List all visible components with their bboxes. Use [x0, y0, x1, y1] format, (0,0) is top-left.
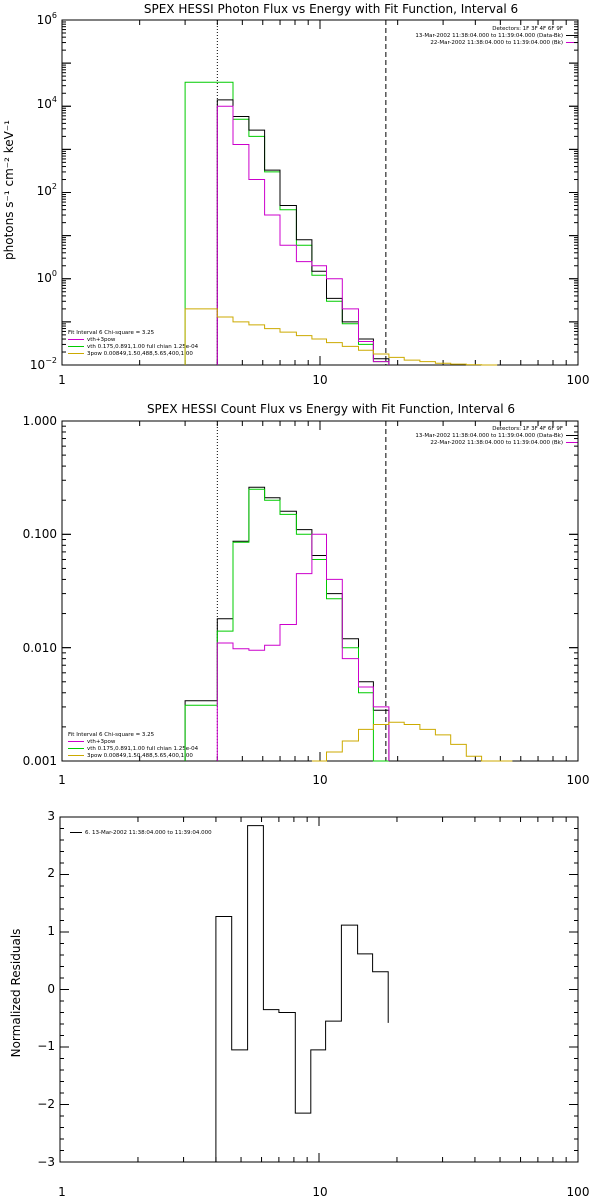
residuals-ylabel: Normalized Residuals: [9, 929, 23, 1058]
residuals-xtick-labels: 1 10 100: [58, 1185, 589, 1199]
photon-flux-xtick-10: 10: [312, 373, 327, 387]
count-flux-xtick-100: 100: [567, 773, 590, 787]
residuals-xtick-100: 100: [567, 1185, 590, 1199]
photon-flux-series-3: [184, 308, 498, 366]
photon-flux-series-1: [216, 99, 390, 365]
photon-flux-ytick-labels: 10−2 100 102 104 106: [30, 11, 57, 372]
residuals-xtick-10: 10: [312, 1185, 327, 1199]
residuals-xtick-1: 1: [58, 1185, 66, 1199]
residuals-ytick-3: 3: [47, 809, 55, 823]
axis-frames: [59, 19, 579, 1163]
count-flux-ytick-0.010: 0.010: [23, 641, 57, 655]
count-flux-legend-topright: Detectors: 1F 3F 4F 6F 9F 13-Mar-2002 11…: [415, 426, 578, 446]
photon-flux-legend-fit-interval: Fit Interval 6 Chi-square = 3.25: [68, 330, 155, 336]
residuals-panel: Normalized Residuals 1 10 100 −3 −2 −1 0…: [9, 809, 589, 1199]
residuals-legend-text: 6. 13-Mar-2002 11:38:04.000 to 11:39:04.…: [85, 830, 212, 836]
count-flux-series-1: [184, 488, 389, 762]
photon-flux-ytick-1e4: 104: [37, 95, 57, 111]
photon-flux-legend-topright: Detectors: 1F 3F 4F 6F 9F 13-Mar-2002 11…: [415, 26, 578, 46]
count-flux-ytick-1.000: 1.000: [23, 414, 57, 428]
count-flux-legend-fit-interval: Fit Interval 6 Chi-square = 3.25: [68, 732, 155, 738]
residuals-ytick-1: 1: [47, 924, 55, 938]
photon-flux-xtick-100: 100: [567, 373, 590, 387]
count-flux-xtick-labels: 1 10 100: [58, 773, 589, 787]
residuals-frame: [59, 816, 579, 1163]
photon-flux-legend-vth3pow: vth+3pow: [87, 337, 116, 343]
photon-flux-ytick-1e-2: 10−2: [30, 356, 57, 372]
count-flux-xtick-10: 10: [312, 773, 327, 787]
photon-flux-legend-3pow: 3pow 0.00849,1.50,488,5.65,400,1.00: [87, 351, 193, 357]
count-flux-legend-fit: Fit Interval 6 Chi-square = 3.25 vth+3po…: [68, 732, 199, 759]
photon-flux-frame: [61, 19, 579, 366]
photon-flux-legend-data: 13-Mar-2002 11:38:04.000 to 11:39:04.000…: [415, 33, 563, 39]
photon-flux-ytick-1e6: 106: [37, 11, 57, 27]
photon-flux-ytick-1e2: 102: [37, 182, 57, 198]
residuals-legend: 6. 13-Mar-2002 11:38:04.000 to 11:39:04.…: [70, 830, 212, 836]
count-flux-ytick-labels: 0.001 0.010 0.100 1.000: [23, 414, 57, 768]
count-flux-legend-bk: 22-Mar-2002 11:38:04.000 to 11:39:04.000…: [430, 440, 563, 446]
count-flux-legend-data: 13-Mar-2002 11:38:04.000 to 11:39:04.000…: [415, 433, 563, 439]
count-flux-xtick-1: 1: [58, 773, 66, 787]
chart-marks: [184, 20, 513, 1162]
count-flux-legend-vth: vth 0.175,0.891,1.00 full chian 1.25e-04: [87, 746, 199, 752]
count-flux-legend-detectors: Detectors: 1F 3F 4F 6F 9F: [492, 426, 563, 432]
photon-flux-legend-fit: Fit Interval 6 Chi-square = 3.25 vth+3po…: [68, 330, 199, 357]
residuals-ytick-0: 0: [47, 982, 55, 996]
photon-flux-ytick-1e0: 100: [37, 269, 57, 285]
count-flux-ytick-0.100: 0.100: [23, 527, 57, 541]
count-flux-frame: [61, 420, 579, 762]
residuals-ytick-labels: −3 −2 −1 0 1 2 3: [37, 809, 55, 1169]
photon-flux-xtick-1: 1: [58, 373, 66, 387]
residuals-ytick-minus1: −1: [37, 1039, 55, 1053]
photon-flux-ylabel: photons s⁻¹ cm⁻² keV⁻¹: [2, 120, 16, 260]
residuals-ytick-minus2: −2: [37, 1097, 55, 1111]
residuals-series-0: [215, 825, 389, 1162]
count-flux-series-2: [216, 533, 390, 761]
photon-flux-legend-detectors: Detectors: 1F 3F 4F 6F 9F: [492, 26, 563, 32]
photon-flux-panel: SPEX HESSI Photon Flux vs Energy with Fi…: [2, 2, 589, 387]
photon-flux-legend-bk: 22-Mar-2002 11:38:04.000 to 11:39:04.000…: [430, 40, 563, 46]
photon-flux-series-2: [216, 105, 390, 365]
count-flux-legend-vth3pow: vth+3pow: [87, 739, 116, 745]
residuals-ytick-2: 2: [47, 866, 55, 880]
photon-flux-title: SPEX HESSI Photon Flux vs Energy with Fi…: [144, 2, 518, 16]
count-flux-panel: SPEX HESSI Count Flux vs Energy with Fit…: [23, 402, 590, 787]
photon-flux-legend-vth: vth 0.175,0.891,1.00 full chian 1.25e-04: [87, 344, 199, 350]
count-flux-ytick-0.001: 0.001: [23, 754, 57, 768]
residuals-ytick-minus3: −3: [37, 1155, 55, 1169]
count-flux-series-3: [311, 721, 513, 762]
count-flux-title: SPEX HESSI Count Flux vs Energy with Fit…: [147, 402, 515, 416]
photon-flux-xtick-labels: 1 10 100: [58, 373, 589, 387]
